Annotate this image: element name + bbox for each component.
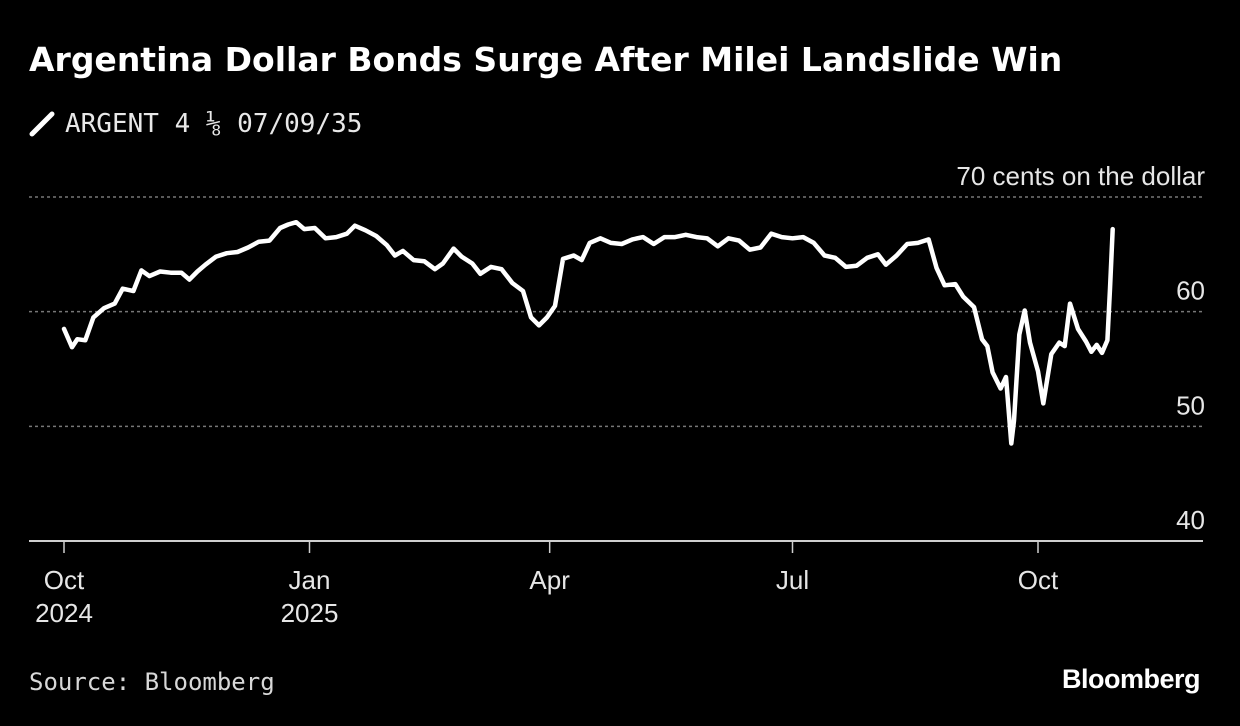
x-tick-label-3-0: Jul <box>776 565 809 595</box>
series-layer <box>61 219 1115 446</box>
x-tick-label-1-1: 2025 <box>281 598 339 628</box>
x-tick-label-0-1: 2024 <box>35 598 93 628</box>
x-tick-label-2-0: Apr <box>529 565 570 595</box>
y-tick-label-70: 70 cents on the dollar <box>956 161 1205 191</box>
source-note: Source: Bloomberg <box>29 668 275 696</box>
legend-label: ARGENT 4 ⅛ 07/09/35 <box>65 109 363 139</box>
chart-title: Argentina Dollar Bonds Surge After Milei… <box>29 40 1063 79</box>
x-tick-label-1-0: Jan <box>289 565 331 595</box>
y-tick-label-50: 50 <box>1176 390 1205 420</box>
x-tick-label-0-0: Oct <box>44 565 85 595</box>
series-line-0 <box>61 219 1115 446</box>
y-axis-labels: 70 cents on the dollar 60 50 40 <box>956 161 1205 535</box>
y-tick-label-60: 60 <box>1176 276 1205 306</box>
bloomberg-logo: Bloomberg <box>1061 664 1201 694</box>
x-tick-label-4-0: Oct <box>1018 565 1059 595</box>
legend: ARGENT 4 ⅛ 07/09/35 <box>29 106 362 142</box>
y-tick-label-40: 40 <box>1176 505 1205 535</box>
gridlines <box>29 196 1203 428</box>
legend-line-icon <box>29 111 55 137</box>
